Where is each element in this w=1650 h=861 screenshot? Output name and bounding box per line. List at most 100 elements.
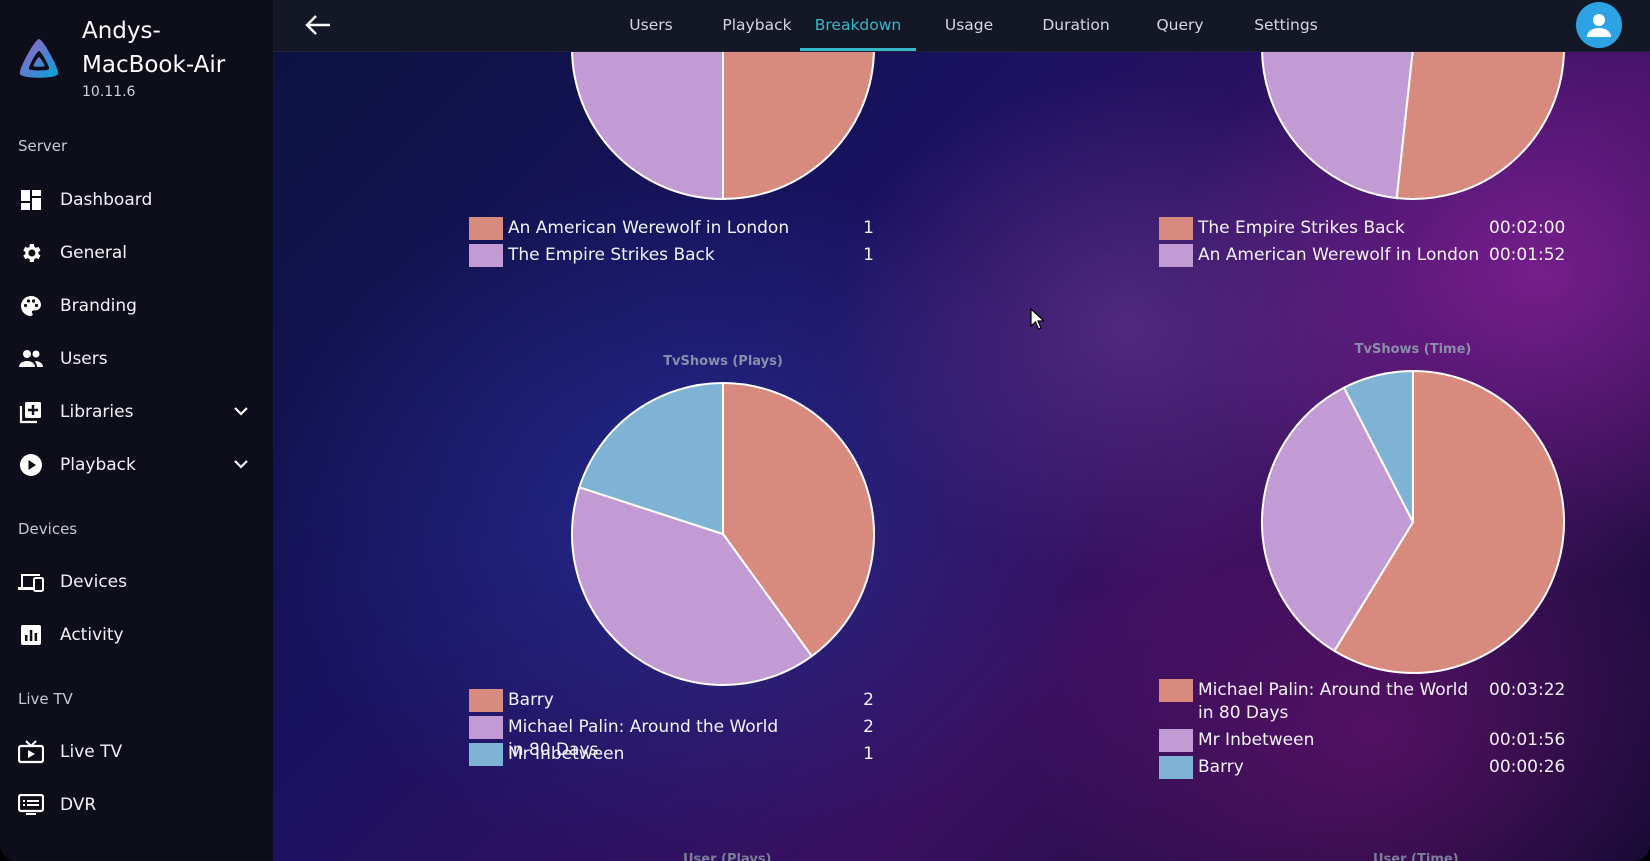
legend-swatch (1159, 217, 1193, 240)
legend-value: 00:02:00 (1489, 218, 1566, 238)
gear-icon (18, 240, 44, 266)
legend-value: 00:03:22 (1489, 680, 1566, 700)
sidebar-item-libraries[interactable]: Libraries (0, 390, 274, 434)
legend-swatch (469, 689, 503, 712)
tab-settings[interactable]: Settings (1254, 16, 1318, 34)
legend-value: 00:01:52 (1489, 245, 1566, 265)
sidebar: Andys-MacBook-Air 10.11.6 Server Dashboa… (0, 0, 274, 861)
legend-item[interactable]: Michael Palin: Around the World in 80 Da… (469, 716, 874, 762)
legend-label: Mr Inbetween (1198, 730, 1315, 750)
pie-slice[interactable] (571, 486, 814, 686)
jellyfin-logo-icon (19, 39, 59, 78)
section-server: Server (18, 137, 68, 155)
chevron-down-icon[interactable] (232, 402, 250, 420)
legend-item[interactable]: Mr Inbetween 1 (469, 743, 874, 766)
legend-item[interactable]: An American Werewolf in London 1 (469, 217, 874, 240)
users-icon (18, 346, 44, 372)
palette-icon (18, 293, 44, 319)
chart-title: User (Plays) (683, 852, 772, 861)
user-avatar-button[interactable] (1576, 2, 1622, 48)
legend-label: The Empire Strikes Back (508, 245, 715, 265)
sidebar-item-general[interactable]: General (0, 231, 274, 275)
legend-label: Barry (508, 690, 554, 710)
sidebar-item-label: Live TV (60, 742, 123, 762)
legend-item[interactable]: Michael Palin: Around the World in 80 Da… (1159, 679, 1565, 725)
pie-slice[interactable] (578, 381, 724, 536)
mouse-cursor-icon (1030, 308, 1044, 330)
sidebar-item-label: Dashboard (60, 190, 153, 210)
legend-value: 2 (863, 690, 874, 710)
sidebar-item-devices[interactable]: Devices (0, 560, 274, 604)
sidebar-item-activity[interactable]: Activity (0, 613, 274, 657)
legend-swatch (1159, 679, 1193, 702)
server-name: Andys-MacBook-Air (82, 18, 226, 78)
server-version: 10.11.6 (82, 84, 136, 100)
legend-swatch (469, 743, 503, 766)
legend-swatch (1159, 756, 1193, 779)
sidebar-item-label: Playback (60, 455, 136, 475)
legend-label: Michael Palin: Around the World in 80 Da… (508, 717, 779, 760)
pie-slice[interactable] (1332, 369, 1565, 674)
sidebar-item-label: Activity (60, 625, 124, 645)
legend-value: 1 (863, 218, 874, 238)
sidebar-item-playback[interactable]: Playback (0, 443, 274, 487)
sidebar-item-label: DVR (60, 795, 97, 815)
legend-swatch (469, 716, 503, 739)
sidebar-item-branding[interactable]: Branding (0, 284, 274, 328)
legend-item[interactable]: Mr Inbetween 00:01:56 (1159, 729, 1565, 752)
library-add-icon (18, 399, 44, 425)
sidebar-item-label: Devices (60, 572, 127, 592)
legend-value: 1 (863, 245, 874, 265)
sidebar-item-dvr[interactable]: DVR (0, 783, 274, 827)
tab-query[interactable]: Query (1156, 16, 1204, 34)
sidebar-item-users[interactable]: Users (0, 337, 274, 381)
legend-label: An American Werewolf in London (508, 218, 790, 238)
back-arrow-icon[interactable] (304, 12, 332, 38)
legend-item[interactable]: An American Werewolf in London 00:01:52 (1159, 244, 1565, 267)
dvr-icon (18, 792, 44, 818)
sidebar-item-label: Users (60, 349, 108, 369)
sidebar-item-label: Branding (60, 296, 137, 316)
pie-slice[interactable] (1342, 369, 1414, 523)
tab-usage[interactable]: Usage (944, 16, 994, 34)
chart-title: User (Time) (1373, 852, 1459, 861)
sidebar-item-label: General (60, 243, 127, 263)
top-bar: Users Playback Breakdown Usage Duration … (274, 0, 1650, 52)
legend-value: 00:00:26 (1489, 757, 1566, 777)
section-livetv: Live TV (18, 690, 73, 708)
person-icon (1587, 14, 1611, 37)
tab-playback[interactable]: Playback (722, 16, 792, 34)
sidebar-item-live-tv[interactable]: Live TV (0, 730, 274, 774)
activity-chart-icon (18, 622, 44, 648)
sidebar-item-dashboard[interactable]: Dashboard (0, 178, 274, 222)
legend-swatch (1159, 244, 1193, 267)
tab-breakdown[interactable]: Breakdown (800, 0, 916, 51)
legend-label: Michael Palin: Around the World in 80 Da… (1198, 680, 1469, 723)
legend-value: 2 (863, 717, 874, 737)
legend-item[interactable]: Barry 00:00:26 (1159, 756, 1565, 779)
chart-title: TvShows (Time) (1354, 342, 1472, 357)
legend-label: An American Werewolf in London (1198, 245, 1480, 265)
legend-label: Barry (1198, 757, 1244, 777)
pie-slice[interactable] (1261, 386, 1415, 653)
legend-label: Mr Inbetween (508, 744, 625, 764)
legend-swatch (469, 244, 503, 267)
legend-label: The Empire Strikes Back (1198, 218, 1405, 238)
main-content: An American Werewolf in London 1 The Empir… (274, 0, 1650, 861)
legend-swatch (1159, 729, 1193, 752)
legend-item[interactable]: The Empire Strikes Back 1 (469, 244, 874, 267)
legend-value: 00:01:56 (1489, 730, 1566, 750)
chevron-down-icon[interactable] (232, 455, 250, 473)
live-tv-icon (18, 739, 44, 765)
pie-chart (571, 381, 875, 686)
legend-swatch (469, 217, 503, 240)
legend-item[interactable]: Barry 2 (469, 689, 874, 712)
legend-item[interactable]: The Empire Strikes Back 00:02:00 (1159, 217, 1565, 240)
server-brand[interactable]: Andys-MacBook-Air 10.11.6 (16, 14, 266, 104)
devices-icon (18, 569, 44, 595)
pie-slice[interactable] (722, 381, 875, 658)
tab-users[interactable]: Users (629, 16, 673, 34)
sidebar-item-label: Libraries (60, 402, 134, 422)
tab-duration[interactable]: Duration (1042, 16, 1110, 34)
